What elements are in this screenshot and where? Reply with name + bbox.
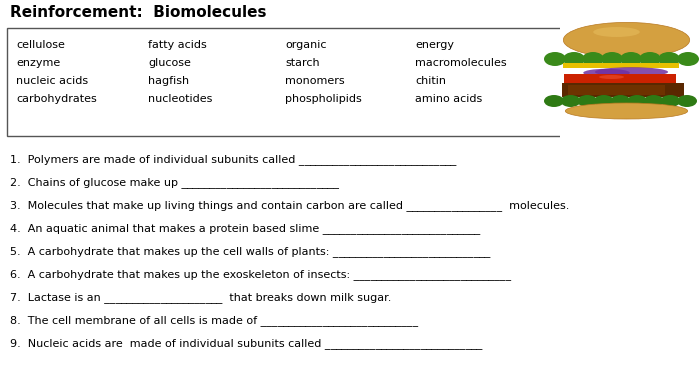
Ellipse shape <box>599 75 624 79</box>
Ellipse shape <box>677 52 699 66</box>
Text: 4.  An aquatic animal that makes a protein based slime _________________________: 4. An aquatic animal that makes a protei… <box>10 223 480 234</box>
Text: carbohydrates: carbohydrates <box>16 94 97 104</box>
Ellipse shape <box>639 52 661 66</box>
Ellipse shape <box>610 95 631 107</box>
Ellipse shape <box>578 95 597 107</box>
Ellipse shape <box>660 95 680 107</box>
Ellipse shape <box>601 52 623 66</box>
Bar <box>7 28 563 136</box>
Text: fatty acids: fatty acids <box>148 40 206 50</box>
Text: nucleotides: nucleotides <box>148 94 212 104</box>
Ellipse shape <box>620 52 642 66</box>
Text: amino acids: amino acids <box>415 94 482 104</box>
Text: enzyme: enzyme <box>16 58 60 68</box>
Text: organic: organic <box>285 40 326 50</box>
Ellipse shape <box>566 103 687 119</box>
Text: nucleic acids: nucleic acids <box>16 76 88 86</box>
Text: 2.  Chains of glucose make up ____________________________: 2. Chains of glucose make up ___________… <box>10 177 339 188</box>
Text: starch: starch <box>285 58 320 68</box>
Text: 1.  Polymers are made of individual subunits called ____________________________: 1. Polymers are made of individual subun… <box>10 154 456 165</box>
Ellipse shape <box>677 95 697 107</box>
Text: 8.  The cell membrane of all cells is made of ____________________________: 8. The cell membrane of all cells is mad… <box>10 315 418 326</box>
Text: 3.  Molecules that make up living things and contain carbon are called _________: 3. Molecules that make up living things … <box>10 200 569 211</box>
Bar <box>564 74 676 83</box>
Text: 6.  A carbohydrate that makes up the exoskeleton of insects: ___________________: 6. A carbohydrate that makes up the exos… <box>10 269 511 280</box>
Ellipse shape <box>582 52 604 66</box>
Ellipse shape <box>561 95 580 107</box>
Text: phospholipids: phospholipids <box>285 94 362 104</box>
Ellipse shape <box>563 52 585 66</box>
Ellipse shape <box>595 67 668 77</box>
Text: energy: energy <box>415 40 454 50</box>
Ellipse shape <box>544 52 566 66</box>
Ellipse shape <box>583 69 630 77</box>
Text: hagfish: hagfish <box>148 76 189 86</box>
Ellipse shape <box>594 95 614 107</box>
Text: chitin: chitin <box>415 76 446 86</box>
Ellipse shape <box>564 23 690 58</box>
Bar <box>562 83 685 97</box>
Text: macromolecules: macromolecules <box>415 58 507 68</box>
Text: Reinforcement:  Biomolecules: Reinforcement: Biomolecules <box>10 5 267 20</box>
Ellipse shape <box>658 52 680 66</box>
Ellipse shape <box>593 27 640 37</box>
Bar <box>568 85 665 95</box>
Text: cellulose: cellulose <box>16 40 65 50</box>
Text: monomers: monomers <box>285 76 344 86</box>
Bar <box>560 22 693 150</box>
Ellipse shape <box>627 95 647 107</box>
Ellipse shape <box>644 95 664 107</box>
Ellipse shape <box>544 95 564 107</box>
Bar <box>563 63 680 68</box>
Text: glucose: glucose <box>148 58 191 68</box>
Text: 7.  Lactase is an _____________________  that breaks down milk sugar.: 7. Lactase is an _____________________ t… <box>10 292 391 303</box>
Text: 5.  A carbohydrate that makes up the cell walls of plants: _____________________: 5. A carbohydrate that makes up the cell… <box>10 246 491 257</box>
Text: 9.  Nucleic acids are  made of individual subunits called ______________________: 9. Nucleic acids are made of individual … <box>10 338 482 349</box>
